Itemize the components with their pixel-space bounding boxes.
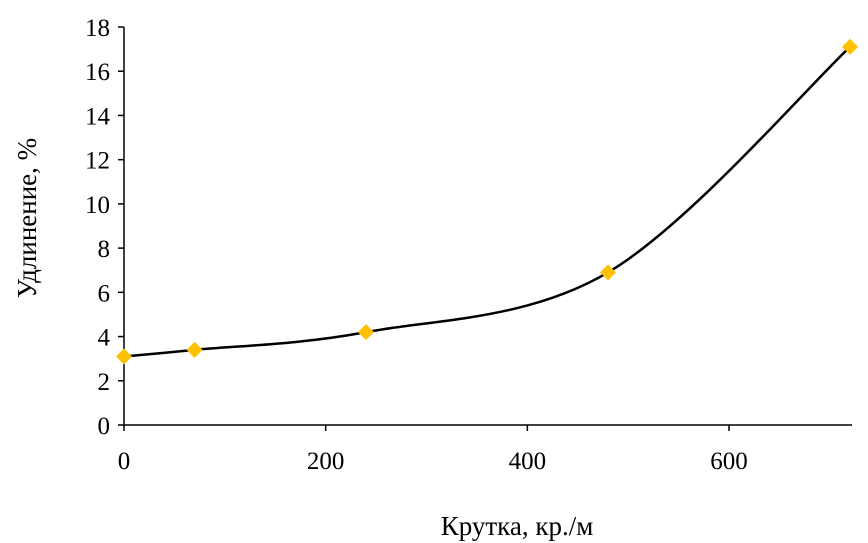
series-layer — [116, 38, 858, 365]
axes — [123, 27, 852, 426]
y-tick-label: 6 — [98, 280, 111, 307]
x-tick-label: 400 — [509, 448, 547, 475]
y-axis-title: Удлинение, % — [12, 138, 42, 298]
y-tick-label: 16 — [85, 59, 110, 86]
y-tick-label: 10 — [85, 192, 110, 219]
data-point-marker — [842, 38, 858, 55]
y-tick-label: 14 — [85, 103, 111, 130]
data-point-marker — [186, 341, 203, 358]
x-ticks: 0 200 400 600 — [118, 425, 748, 475]
x-tick-label: 200 — [307, 448, 345, 475]
data-point-marker — [600, 264, 616, 281]
y-tick-label: 4 — [98, 325, 111, 352]
series-line — [123, 45, 851, 358]
y-tick-label: 18 — [85, 15, 110, 42]
x-axis-title: Крутка, кр./м — [441, 511, 594, 541]
x-tick-label: 0 — [118, 448, 131, 475]
y-tick-label: 0 — [98, 413, 111, 440]
y-tick-label: 12 — [85, 148, 110, 175]
data-point-marker — [358, 324, 374, 341]
y-tick-label: 2 — [98, 369, 111, 396]
y-tick-label: 8 — [98, 236, 111, 263]
x-tick-label: 600 — [710, 448, 748, 475]
y-ticks: 0 2 4 6 8 10 12 14 16 18 — [85, 15, 124, 440]
data-point-marker — [116, 348, 132, 365]
